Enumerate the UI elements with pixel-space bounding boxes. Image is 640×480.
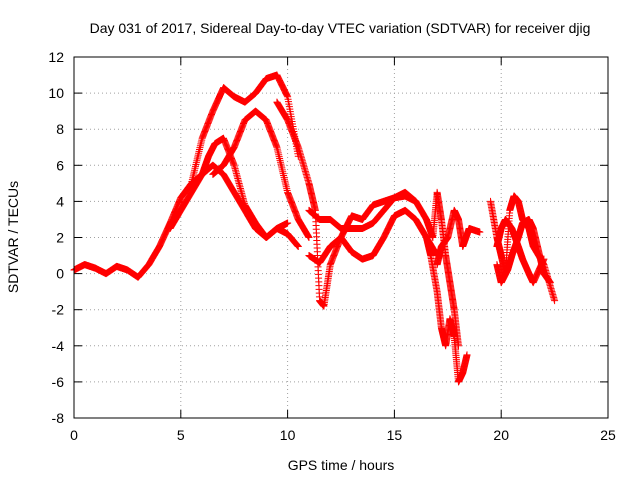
data-point	[546, 279, 554, 287]
y-tick-label: 2	[56, 230, 64, 246]
series-track-13	[493, 215, 548, 287]
y-tick-label: 8	[56, 121, 64, 137]
x-tick-label: 20	[493, 427, 509, 443]
plot-frame	[73, 56, 609, 419]
series-track-8	[422, 234, 471, 386]
series-track-7	[305, 188, 430, 232]
series-track-3	[187, 71, 302, 187]
x-tick-label: 0	[70, 427, 78, 443]
data-point	[540, 255, 548, 263]
data-point	[284, 219, 292, 227]
y-tick-label: 0	[56, 266, 64, 282]
tick-labels: -8 -6 -4 -2 0 2 4 6 8 10 12 0 5 10 15 20 25	[48, 49, 616, 443]
series-track-4	[209, 107, 313, 241]
y-tick-label: -4	[52, 338, 65, 354]
y-tick-label: 12	[48, 49, 64, 65]
data-point	[454, 342, 462, 350]
x-tick-label: 10	[280, 427, 296, 443]
y-tick-label: 10	[48, 85, 64, 101]
chart-title: Day 031 of 2017, Sidereal Day-to-day VTE…	[90, 20, 591, 36]
y-tick-label: -2	[52, 302, 65, 318]
series-track-9	[422, 188, 462, 350]
y-tick-label: -8	[52, 410, 65, 426]
data-point	[551, 297, 559, 305]
data-point	[476, 228, 484, 236]
series-track-10	[433, 206, 484, 269]
y-tick-label: 4	[56, 193, 64, 209]
x-tick-label: 15	[387, 427, 403, 443]
series-track-1	[70, 161, 292, 281]
x-tick-label: 25	[600, 427, 616, 443]
y-tick-label: 6	[56, 157, 64, 173]
y-tick-label: -6	[52, 374, 65, 390]
x-tick-label: 5	[177, 427, 185, 443]
data-point	[294, 243, 302, 251]
data-marks	[70, 71, 559, 386]
x-axis-title: GPS time / hours	[288, 457, 395, 473]
data-point	[463, 351, 471, 359]
data-point	[305, 234, 313, 241]
y-axis-title: SDTVAR / TECUs	[5, 181, 21, 293]
